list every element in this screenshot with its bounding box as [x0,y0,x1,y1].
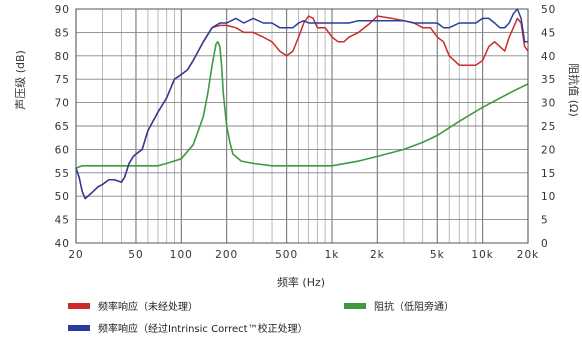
y-tick-label-right: 10 [541,191,556,203]
legend-swatch-blue [68,324,90,331]
y-tick-label-right: 30 [541,98,556,110]
x-axis-title: 频率 (Hz) [277,275,325,289]
y-tick-label-left: 50 [55,191,70,203]
plot-border [75,8,529,244]
y-tick-label-left: 40 [55,238,70,250]
x-tick-label: 200 [215,249,238,261]
y-tick-label-right: 45 [541,27,556,39]
y-tick-label-right: 35 [541,74,556,86]
y-tick-label-left: 60 [55,144,70,156]
legend-label-corrected: 频率响应（经过Intrinsic Correct™校正处理） [98,324,308,335]
y-tick-label-left: 80 [55,51,70,63]
y-tick-label-left: 75 [55,74,70,86]
legend-swatch-red [68,302,90,309]
tick-labels: 20 50 100 200 500 1k 2k 5k 10k 20k404550556065707… [55,4,556,261]
y-tick-label-left: 55 [55,168,70,180]
legend-item-corrected: 频率响应（经过Intrinsic Correct™校正处理） [68,320,308,335]
legend-item-impedance: 阻抗（低阻旁通） [344,298,454,313]
x-tick-label: 20k [517,249,539,261]
y-tick-label-right: 15 [541,168,556,180]
y-tick-label-right: 40 [541,51,556,63]
y-axis-left-title: 声压级 (dB) [13,50,27,110]
legend-label-impedance: 阻抗（低阻旁通） [374,302,454,313]
y-tick-label-left: 45 [55,215,70,227]
x-tick-label: 100 [170,249,193,261]
series-line-2 [75,40,529,169]
y-tick-label-left: 85 [55,27,70,39]
x-tick-label: 1k [325,249,340,261]
y-axis-right-title: 阻抗值 (Ω) [567,63,581,117]
series-line-1 [75,8,528,200]
x-tick-label: 10k [471,249,493,261]
y-tick-label-right: 20 [541,144,556,156]
x-tick-label: 2k [370,249,385,261]
x-tick-label: 50 [128,249,143,261]
y-tick-label-right: 5 [541,215,549,227]
x-tick-label: 500 [275,249,298,261]
x-tick-label: 5k [430,249,445,261]
legend-item-uncorrected: 频率响应（未经处理） [68,298,198,313]
y-tick-label-right: 0 [541,238,549,250]
y-tick-label-left: 70 [55,98,70,110]
y-tick-label-right: 50 [541,4,556,16]
legend-label-uncorrected: 频率响应（未经处理） [98,302,198,313]
y-tick-label-right: 25 [541,121,556,133]
x-tick-label: 20 [68,249,83,261]
legend-swatch-green [344,302,366,309]
y-tick-label-left: 65 [55,121,70,133]
series-layer [75,8,529,200]
y-tick-label-left: 90 [55,4,70,16]
plot-frame [75,8,529,244]
